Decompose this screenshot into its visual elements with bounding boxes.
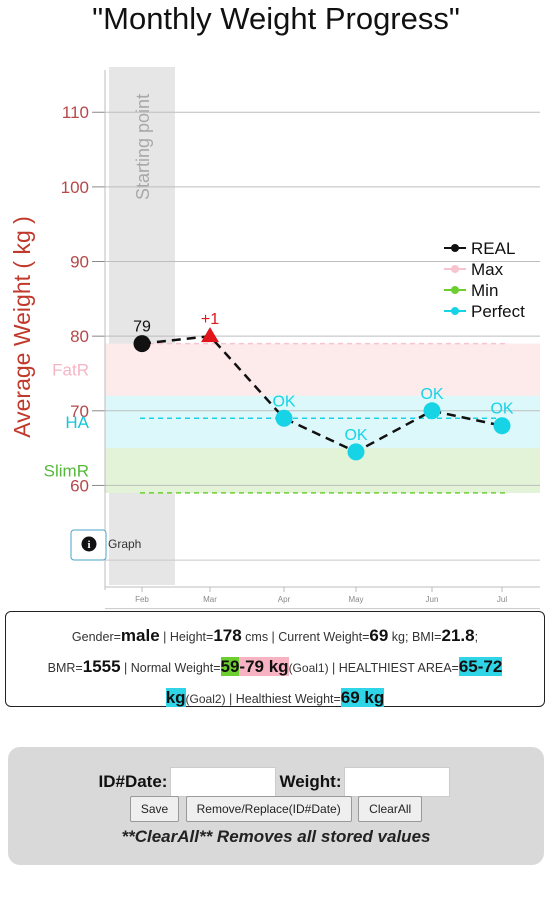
graph-info-button[interactable]: i Graph: [70, 529, 141, 561]
series-line-real: [141, 334, 503, 454]
weight-chart: Starting point 60 70 80 90 100 110 FatR HA SlimR A…: [9, 67, 540, 610]
info-panel: Gender=male | Height=178 cms | Current W…: [5, 611, 545, 707]
band-ha: [105, 395, 540, 449]
data-label-may: OK: [344, 427, 367, 444]
id-date-label: ID#Date:: [98, 772, 168, 791]
graph-button-label: Graph: [108, 537, 141, 551]
height-unit: cms | Current Weight=: [241, 630, 370, 644]
legend-marker-max: [451, 265, 459, 273]
legend-label-max: Max: [471, 260, 504, 279]
healthiest-area-label: | HEALTHIEST AREA=: [328, 661, 459, 675]
y-tick-label-110: 110: [62, 103, 89, 122]
normal-weight-label: | Normal Weight=: [120, 661, 221, 675]
data-point-apr: [275, 409, 293, 427]
clear-all-note: **ClearAll** Removes all stored values: [121, 827, 431, 846]
legend-label-perfect: Perfect: [471, 302, 525, 321]
info-icon: [81, 536, 97, 552]
band-slimr: [105, 448, 540, 493]
x-tick-label-apr: Apr: [278, 595, 291, 604]
legend-marker-perfect: [451, 307, 459, 315]
button-row: Save Remove/Replace(ID#Date) ClearAll: [8, 796, 544, 822]
y-tick-label-90: 90: [70, 253, 89, 272]
save-button[interactable]: Save: [129, 796, 180, 822]
bmr-value: 1555: [82, 657, 121, 676]
band-label-ha: HA: [65, 413, 89, 432]
healthiest-area-unit: kg: [165, 688, 186, 707]
normal-weight-min: 59: [220, 657, 240, 676]
current-weight-value: 69: [369, 626, 389, 645]
data-point-mar: [201, 327, 219, 343]
band-fatr: [105, 343, 540, 396]
page-title: "Monthly Weight Progress": [92, 1, 460, 36]
weight-input[interactable]: [344, 767, 451, 797]
data-point-jul: [493, 417, 511, 435]
legend-marker-min: [451, 286, 459, 294]
band-label-slimr: SlimR: [44, 462, 89, 481]
bmi-value: 21.8: [441, 626, 475, 645]
data-point-jun: [423, 402, 441, 420]
current-weight-unit: kg; BMI=: [388, 630, 442, 644]
gender-label: Gender=: [71, 630, 121, 644]
goal1-label: (Goal1): [288, 661, 329, 675]
starting-point-band: [109, 67, 175, 585]
bmi-separator: ;: [474, 630, 479, 644]
band-label-fatr: FatR: [52, 361, 89, 380]
healthiest-weight-label: | Healthiest Weight=: [225, 692, 341, 706]
x-tick-label-may: May: [348, 595, 363, 604]
x-tick-label-feb: Feb: [135, 595, 149, 604]
data-label-apr: OK: [272, 393, 295, 410]
starting-point-label: Starting point: [133, 94, 153, 200]
data-label-jun: OK: [420, 386, 443, 403]
y-tick-label-70: 70: [70, 402, 89, 421]
gender-value: male: [120, 626, 160, 645]
data-point-feb: [133, 335, 151, 353]
data-point-may: [347, 443, 365, 461]
legend-marker-real: [451, 244, 459, 252]
height-label: | Height=: [159, 630, 214, 644]
y-axis-title: Average Weight ( kg ): [9, 216, 35, 438]
x-tick-label-jun: Jun: [426, 595, 439, 604]
bmr-label: BMR=: [47, 661, 83, 675]
data-label-jul: OK: [490, 401, 513, 418]
y-tick-label-80: 80: [70, 327, 89, 346]
x-tick-label-jul: Jul: [497, 595, 507, 604]
weight-label: Weight:: [279, 772, 342, 791]
legend-label-real: REAL: [471, 239, 515, 258]
normal-weight-max: -79 kg: [239, 657, 289, 676]
legend-label-min: Min: [471, 281, 498, 300]
id-date-input[interactable]: [170, 767, 277, 797]
healthiest-weight-value: 69 kg: [340, 688, 385, 707]
info-icon-glyph: i: [87, 539, 90, 551]
healthiest-area-value: 65-72: [458, 657, 503, 676]
input-row: ID#Date: Weight:: [8, 767, 544, 797]
y-tick-label-100: 100: [61, 178, 89, 197]
goal2-label: (Goal2): [185, 692, 226, 706]
remove-replace-button[interactable]: Remove/Replace(ID#Date): [185, 796, 352, 822]
height-value: 178: [213, 626, 242, 645]
data-label-mar: +1: [201, 311, 219, 328]
x-tick-label-mar: Mar: [203, 595, 217, 604]
entry-form: ID#Date: Weight: Save Remove/Replace(ID#D…: [8, 747, 544, 865]
data-label-feb: 79: [133, 319, 151, 336]
clear-all-button[interactable]: ClearAll: [358, 796, 423, 822]
y-tick-label-60: 60: [70, 476, 89, 495]
